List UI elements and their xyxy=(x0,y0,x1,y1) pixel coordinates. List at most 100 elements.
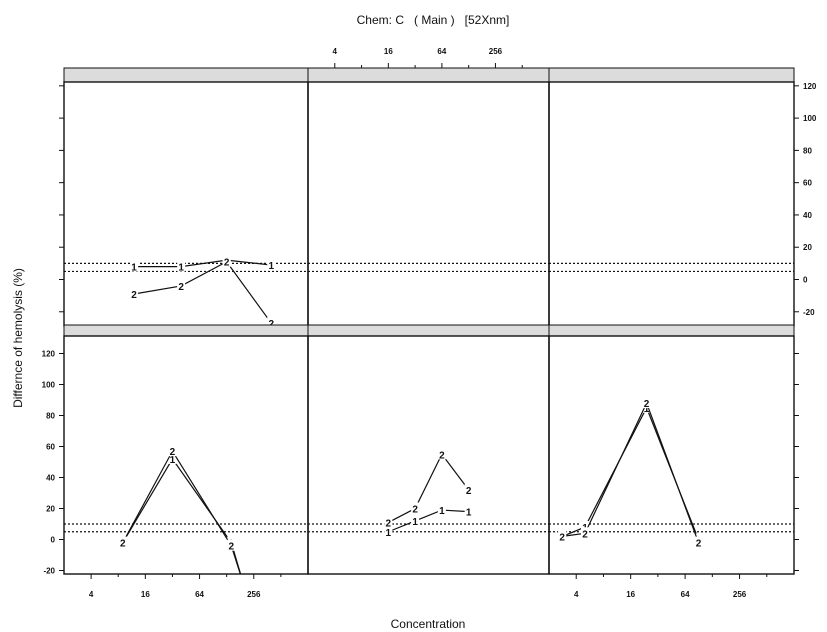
y-tick-label: 40 xyxy=(46,474,55,483)
series-line-1 xyxy=(561,406,700,540)
y-tick-label: 100 xyxy=(803,114,817,123)
data-point-2: 2 xyxy=(120,539,126,550)
series-line-2 xyxy=(388,453,470,523)
point-marker-bg xyxy=(642,397,651,409)
x-tick-label: 64 xyxy=(681,590,690,599)
y-tick-label: 20 xyxy=(803,243,812,252)
panel-top-2 xyxy=(307,67,550,327)
point-marker-bg xyxy=(437,504,446,516)
point-marker-bg xyxy=(227,539,236,551)
panel-strip xyxy=(307,324,550,337)
y-tick-label: -20 xyxy=(43,567,55,576)
point-marker-bg xyxy=(558,530,567,542)
data-point-2: 2 xyxy=(386,518,392,529)
point-marker-bg xyxy=(177,260,186,272)
data-point-2: 2 xyxy=(696,539,702,550)
x-tick-label: 256 xyxy=(489,47,503,56)
point-marker-bg xyxy=(168,445,177,457)
y-tick-label: 80 xyxy=(46,412,55,421)
point-marker-bg xyxy=(464,483,473,495)
point-marker-bg xyxy=(130,288,139,300)
chart-title: Chem: C ( Main ) [52Xnm] xyxy=(357,13,510,27)
panel-top-3 xyxy=(548,67,795,327)
panel-strip xyxy=(63,67,309,83)
panel-frame xyxy=(307,335,550,575)
point-marker-bg xyxy=(177,279,186,291)
point-marker-bg xyxy=(384,516,393,528)
point-marker-bg xyxy=(222,255,231,267)
panel-frame xyxy=(307,81,550,327)
point-marker-bg xyxy=(130,260,139,272)
panel-strip xyxy=(548,324,795,337)
data-point-1: 1 xyxy=(439,506,445,517)
y-axis-title: Differnce of hemolysis (%) xyxy=(11,268,25,408)
data-point-1: 1 xyxy=(644,404,650,415)
data-point-2: 2 xyxy=(466,486,472,497)
panel-strip xyxy=(63,324,309,337)
point-marker-bg xyxy=(694,536,703,548)
series-line-2 xyxy=(122,449,241,574)
x-tick-label: 16 xyxy=(626,590,635,599)
panel-frame xyxy=(63,335,309,575)
x-tick-label: 16 xyxy=(384,47,393,56)
point-marker-bg xyxy=(411,514,420,526)
panel-frame xyxy=(548,335,795,575)
y-tick-label: 0 xyxy=(803,276,808,285)
data-point-2: 2 xyxy=(178,282,184,293)
x-tick-label: 64 xyxy=(195,590,204,599)
panel-frame xyxy=(63,81,309,327)
point-marker-bg xyxy=(580,521,589,533)
y-tick-label: 120 xyxy=(803,82,817,91)
x-tick-label: 16 xyxy=(141,590,150,599)
data-point-1: 1 xyxy=(131,263,137,274)
y-tick-label: 20 xyxy=(46,505,55,514)
panel-frame xyxy=(548,81,795,327)
data-point-1: 1 xyxy=(268,261,274,272)
panel-strip xyxy=(307,67,550,83)
data-point-1: 1 xyxy=(412,517,418,528)
data-point-1: 1 xyxy=(386,528,392,539)
y-tick-label: -20 xyxy=(803,308,815,317)
point-marker-bg xyxy=(437,448,446,460)
data-point-2: 2 xyxy=(131,290,137,301)
data-point-1: 1 xyxy=(170,455,176,466)
point-marker-bg xyxy=(411,502,420,514)
point-marker-bg xyxy=(168,452,177,464)
series-line-2 xyxy=(562,401,700,543)
data-point-1: 1 xyxy=(178,263,184,274)
data-point-2: 2 xyxy=(582,529,588,540)
point-marker-bg xyxy=(384,525,393,537)
y-tick-label: 40 xyxy=(803,211,812,220)
y-tick-label: 60 xyxy=(803,179,812,188)
panel-content xyxy=(308,262,549,273)
data-point-2: 2 xyxy=(268,319,274,330)
point-marker-bg xyxy=(118,536,127,548)
x-axis-title: Concentration xyxy=(391,617,466,631)
y-tick-label: 0 xyxy=(51,536,56,545)
data-point-2: 2 xyxy=(412,505,418,516)
y-tick-label: 80 xyxy=(803,146,812,155)
data-point-2: 2 xyxy=(439,450,445,461)
series-line-1 xyxy=(388,509,469,533)
point-marker-bg xyxy=(580,527,589,539)
panel-strip xyxy=(548,67,795,83)
series-line-1 xyxy=(122,457,242,574)
y-tick-label: 120 xyxy=(42,350,56,359)
point-marker-bg xyxy=(267,317,276,326)
x-tick-label: 256 xyxy=(247,590,261,599)
x-tick-label: 64 xyxy=(437,47,446,56)
data-point-2: 2 xyxy=(228,542,234,553)
y-tick-label: 100 xyxy=(42,381,56,390)
x-tick-label: 256 xyxy=(733,590,747,599)
data-point-2: 2 xyxy=(559,532,565,543)
series-line-1 xyxy=(134,259,272,268)
x-tick-label: 4 xyxy=(574,590,579,599)
data-point-2: 2 xyxy=(224,258,230,269)
panel-content xyxy=(549,262,794,273)
